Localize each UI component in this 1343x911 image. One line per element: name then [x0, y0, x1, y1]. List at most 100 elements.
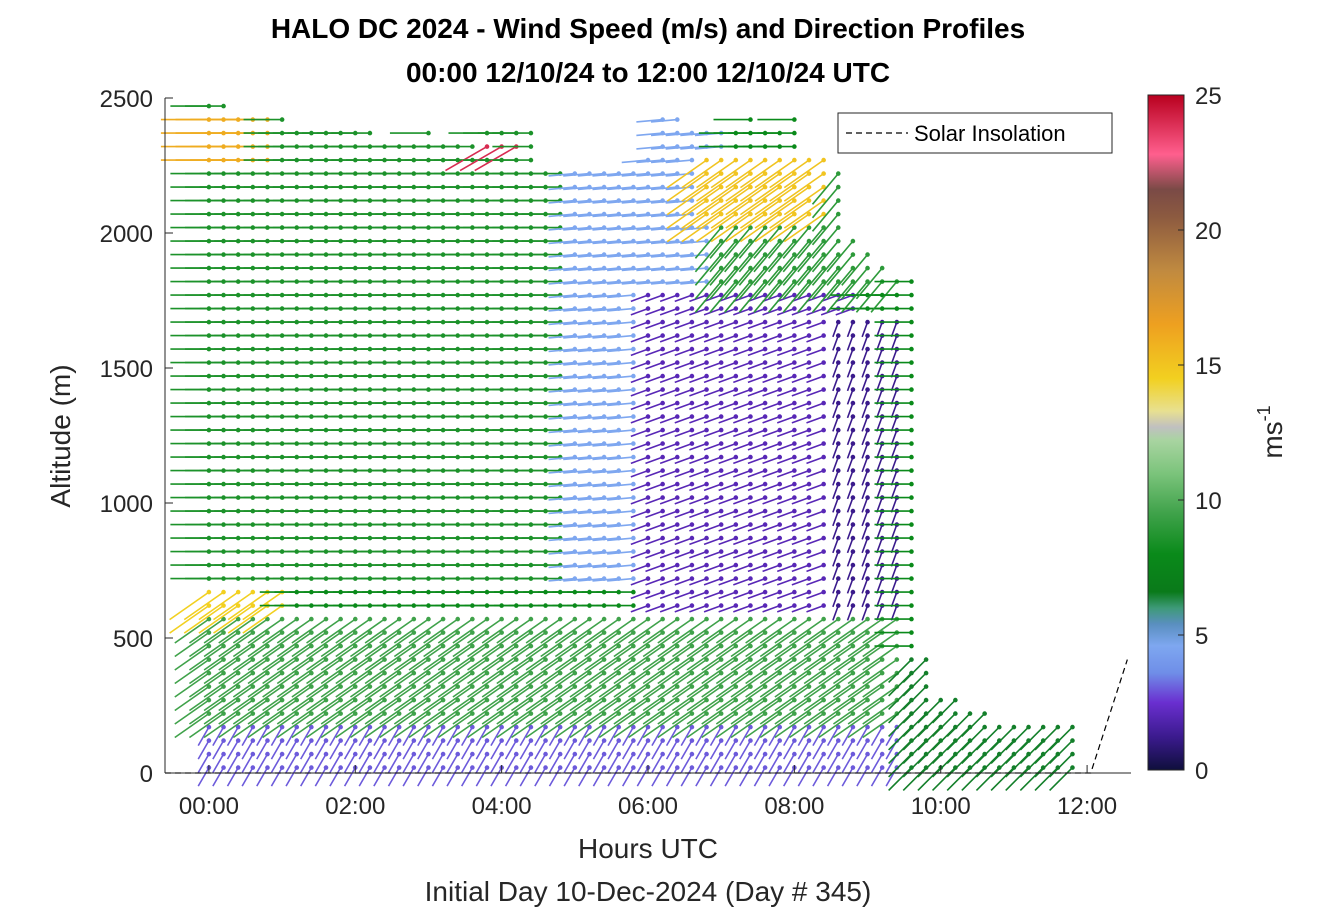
wind-vector [686, 658, 722, 685]
wind-vector-head [484, 144, 490, 149]
wind-vector-head [835, 454, 841, 460]
wind-vector-head [396, 751, 402, 757]
wind-vector [776, 550, 795, 559]
wind-vector [841, 254, 869, 286]
wind-vector [776, 334, 795, 343]
wind-vector [674, 483, 693, 492]
wind-vector-head [309, 630, 314, 635]
wind-vector-head [909, 387, 914, 392]
wind-vector [703, 577, 722, 586]
wind-vector-head [909, 306, 914, 311]
wind-vector [753, 267, 781, 300]
wind-vector [791, 456, 810, 465]
wind-vector-head [294, 724, 300, 730]
wind-vector [475, 740, 488, 760]
wind-vector [806, 564, 824, 573]
wind-vector [724, 281, 752, 313]
wind-vector [782, 753, 796, 773]
wind-vector-head [352, 657, 358, 662]
wind-vector-head [762, 306, 768, 311]
wind-vector [481, 699, 517, 725]
wind-vector [946, 726, 971, 751]
wind-vector [806, 456, 824, 465]
wind-vector-head [396, 684, 402, 689]
wind-vector [739, 159, 781, 189]
wind-vector-head [616, 751, 622, 757]
wind-vector [1049, 726, 1074, 751]
wind-vector-head [660, 427, 665, 433]
wind-vector-head [865, 603, 870, 608]
wind-vector-head [352, 643, 358, 649]
wind-vector-head [792, 684, 797, 689]
wind-vector-head [338, 738, 343, 743]
wind-vector-head [821, 238, 826, 244]
wind-vector [876, 321, 883, 338]
wind-vector-head [689, 697, 695, 703]
wind-vector-head [806, 711, 812, 716]
wind-vector-head [221, 765, 226, 770]
wind-vector [563, 388, 590, 393]
wind-vector [613, 645, 649, 671]
wind-vector-head [733, 454, 739, 460]
wind-vector-head [748, 333, 753, 338]
wind-vector [791, 415, 810, 424]
wind-vector [218, 658, 254, 685]
wind-vector [621, 159, 649, 164]
wind-vector-head [352, 630, 358, 635]
wind-vector-head [792, 522, 797, 527]
wind-vector-head [718, 522, 724, 527]
wind-vector-head [426, 643, 431, 649]
wind-vector [666, 172, 708, 202]
wind-vector-head [835, 481, 841, 487]
wind-vector-head [894, 724, 900, 730]
wind-vector-head [543, 616, 548, 622]
wind-vector [846, 362, 854, 378]
wind-vector-head [865, 454, 870, 460]
wind-vector-head [279, 738, 285, 743]
wind-vector [754, 186, 795, 216]
wind-vector-head [792, 441, 797, 446]
wind-vector-head [689, 643, 695, 649]
wind-vector [806, 307, 824, 316]
wind-vector-head [835, 751, 841, 757]
wind-vector [1005, 740, 1030, 764]
wind-vector [689, 348, 707, 357]
wind-vector-head [265, 684, 270, 689]
wind-vector [578, 726, 591, 746]
wind-vector [650, 280, 678, 285]
wind-vector [876, 402, 883, 419]
wind-vector [188, 699, 225, 725]
wind-vector [820, 307, 839, 316]
wind-vector [563, 510, 590, 515]
wind-vector [666, 199, 708, 229]
wind-vector [832, 335, 840, 351]
wind-vector [767, 240, 795, 273]
wind-vector [417, 753, 430, 773]
wind-vector-head [748, 616, 753, 622]
wind-vector-head [821, 508, 826, 514]
wind-vector-head [221, 738, 226, 743]
wind-vector-head [689, 522, 695, 527]
wind-vector-head [704, 387, 709, 392]
wind-vector-head [660, 495, 665, 500]
wind-vector-head [572, 751, 578, 757]
wind-vector [703, 388, 722, 397]
wind-vector [645, 334, 663, 343]
wind-vector [862, 699, 898, 725]
wind-vector-head [616, 616, 622, 622]
wind-vector [607, 199, 634, 204]
wind-vector-head [601, 738, 607, 743]
wind-vector-head [982, 724, 987, 730]
wind-vector [467, 712, 503, 739]
wind-vector [806, 375, 824, 384]
wind-vector [846, 483, 854, 500]
wind-vector-head [748, 414, 753, 419]
wind-vector-head [689, 738, 695, 743]
wind-vector-head [806, 441, 812, 446]
wind-vector [694, 240, 722, 273]
wind-vector [607, 213, 634, 218]
wind-vector [607, 348, 634, 353]
wind-vector-head [865, 508, 870, 514]
wind-vector-head [835, 616, 841, 622]
wind-vector-head [279, 684, 285, 689]
